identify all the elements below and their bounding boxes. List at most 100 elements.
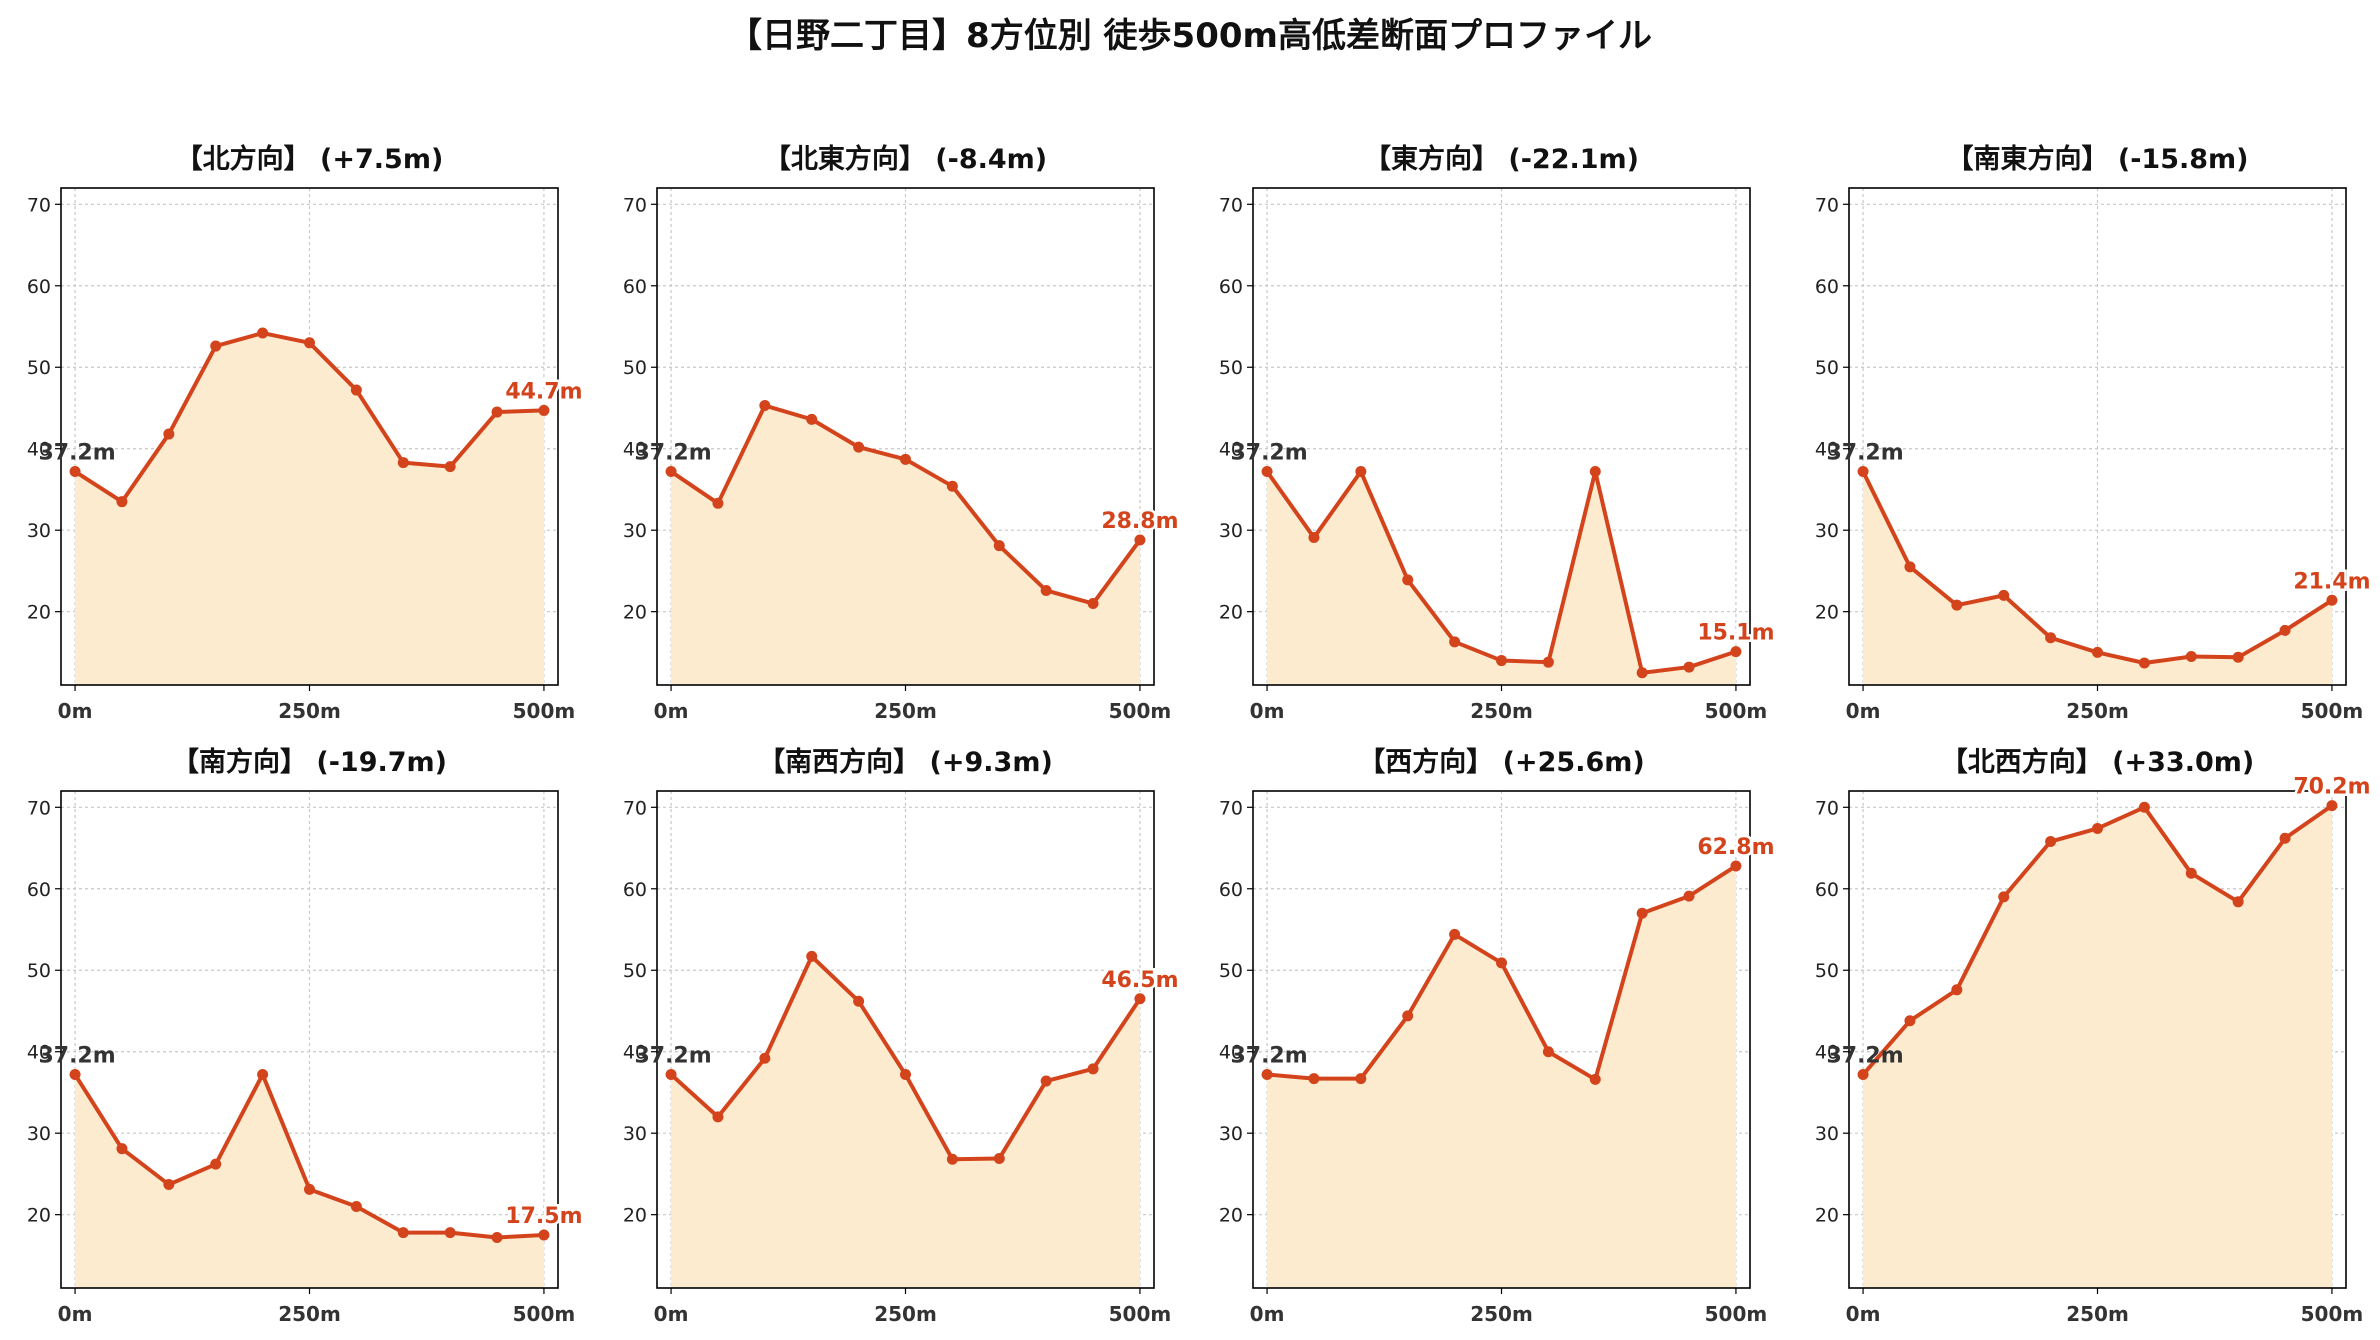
data-point [2092,822,2103,834]
chart-panel-6: 【南西方向】 (+9.3m) 20 30 40 50 60 70 0m 250m 500m 37.2… [623,746,1181,1326]
y-tick-label: 60 [1815,879,1839,901]
chart-title: 【北方向】 (+7.5m) [176,143,444,175]
data-point [304,1183,315,1195]
y-tick-label: 40 [27,1042,51,1064]
y-tick-label: 70 [27,797,51,819]
data-point [257,327,269,339]
data-point [1904,1015,1916,1027]
data-point [946,480,958,492]
data-point [853,995,865,1007]
x-tick-label: 0m [1250,699,1285,723]
data-point [491,406,503,418]
y-tick-label: 50 [1815,960,1839,982]
data-point [1857,466,1869,478]
data-point [900,1069,911,1081]
y-tick-label: 40 [1219,439,1243,461]
elevation-area [75,1074,544,1288]
data-point [1355,466,1367,478]
start-elevation-label: 37.2m [1826,1044,1903,1069]
data-point [1730,646,1742,658]
data-point [1542,656,1554,668]
end-elevation-label: 21.4m [2293,569,2370,594]
y-tick-label: 70 [623,194,647,216]
data-point [2045,836,2057,848]
chart-panel-3: 【東方向】 (-22.1m) 20 30 40 50 60 70 0m 250m 500m 37.2… [1219,143,1777,723]
data-point [1261,466,1273,478]
chart-title: 【西方向】 (+25.6m) [1358,746,1644,778]
data-point [116,496,128,508]
x-tick-label: 0m [1250,1302,1285,1326]
end-elevation-label: 44.7m [505,379,582,404]
data-point [1449,928,1461,940]
y-tick-label: 40 [623,1042,647,1064]
data-point [304,337,315,349]
x-tick-label: 0m [1846,1302,1881,1326]
end-elevation-label: 15.1m [1697,621,1774,646]
chart-panel-1: 【北方向】 (+7.5m) 20 30 40 50 60 70 0m 250m 500m 37.2m… [27,143,585,723]
y-tick-label: 20 [27,1205,51,1227]
data-point [1636,667,1648,679]
data-point [665,466,677,478]
data-point [1355,1073,1367,1085]
data-point [1449,636,1461,648]
y-tick-label: 20 [1815,602,1839,624]
x-tick-label: 250m [2066,1302,2129,1326]
data-point [2045,632,2057,644]
data-point [116,1143,128,1155]
chart-title: 【北東方向】 (-8.4m) [764,143,1047,175]
data-point [2185,650,2197,662]
data-point [993,540,1005,552]
elevation-area [671,405,1140,685]
end-elevation-label: 62.8m [1697,835,1774,860]
data-point [444,461,456,473]
y-tick-label: 20 [623,602,647,624]
data-point [1951,599,1963,611]
elevation-area [75,333,544,685]
data-point [1040,1075,1052,1087]
x-tick-label: 500m [513,1302,576,1326]
data-point [712,497,724,509]
data-point [397,1227,409,1239]
y-tick-label: 30 [623,520,647,542]
data-point [1542,1046,1554,1058]
data-point [1951,984,1963,996]
data-point [712,1111,724,1123]
x-tick-label: 0m [654,1302,689,1326]
y-tick-label: 50 [1219,357,1243,379]
data-point [946,1153,958,1165]
data-point [350,384,362,396]
y-tick-label: 40 [1815,1042,1839,1064]
data-point [1998,891,2010,903]
data-point [853,441,865,453]
x-tick-label: 0m [654,699,689,723]
data-point [444,1227,456,1239]
end-elevation-label: 46.5m [1101,968,1178,993]
data-point [210,1158,222,1170]
y-tick-label: 30 [1219,1123,1243,1145]
y-tick-label: 40 [1815,439,1839,461]
x-tick-label: 500m [1705,699,1768,723]
x-tick-label: 500m [2301,699,2364,723]
y-tick-label: 50 [1815,357,1839,379]
y-tick-label: 30 [1815,520,1839,542]
data-point [257,1069,269,1081]
data-point [69,1069,81,1081]
start-elevation-label: 37.2m [1826,441,1903,466]
data-point [1683,661,1695,673]
y-tick-label: 20 [1219,602,1243,624]
y-tick-label: 30 [623,1123,647,1145]
data-point [1134,534,1146,546]
chart-panel-5: 【南方向】 (-19.7m) 20 30 40 50 60 70 0m 250m 500m 37.2… [27,746,585,1326]
start-elevation-label: 37.2m [634,441,711,466]
data-point [1496,957,1507,969]
data-point [397,457,409,469]
data-point [759,1052,771,1064]
y-tick-label: 40 [1219,1042,1243,1064]
y-tick-label: 70 [27,194,51,216]
chart-panel-4: 【南東方向】 (-15.8m) 20 30 40 50 60 70 0m 250m 500m 37.… [1815,143,2373,723]
chart-panel-7: 【西方向】 (+25.6m) 20 30 40 50 60 70 0m 250m 500m 37.2… [1219,746,1777,1326]
data-point [538,1229,550,1241]
data-point [69,466,81,478]
x-tick-label: 500m [1109,699,1172,723]
